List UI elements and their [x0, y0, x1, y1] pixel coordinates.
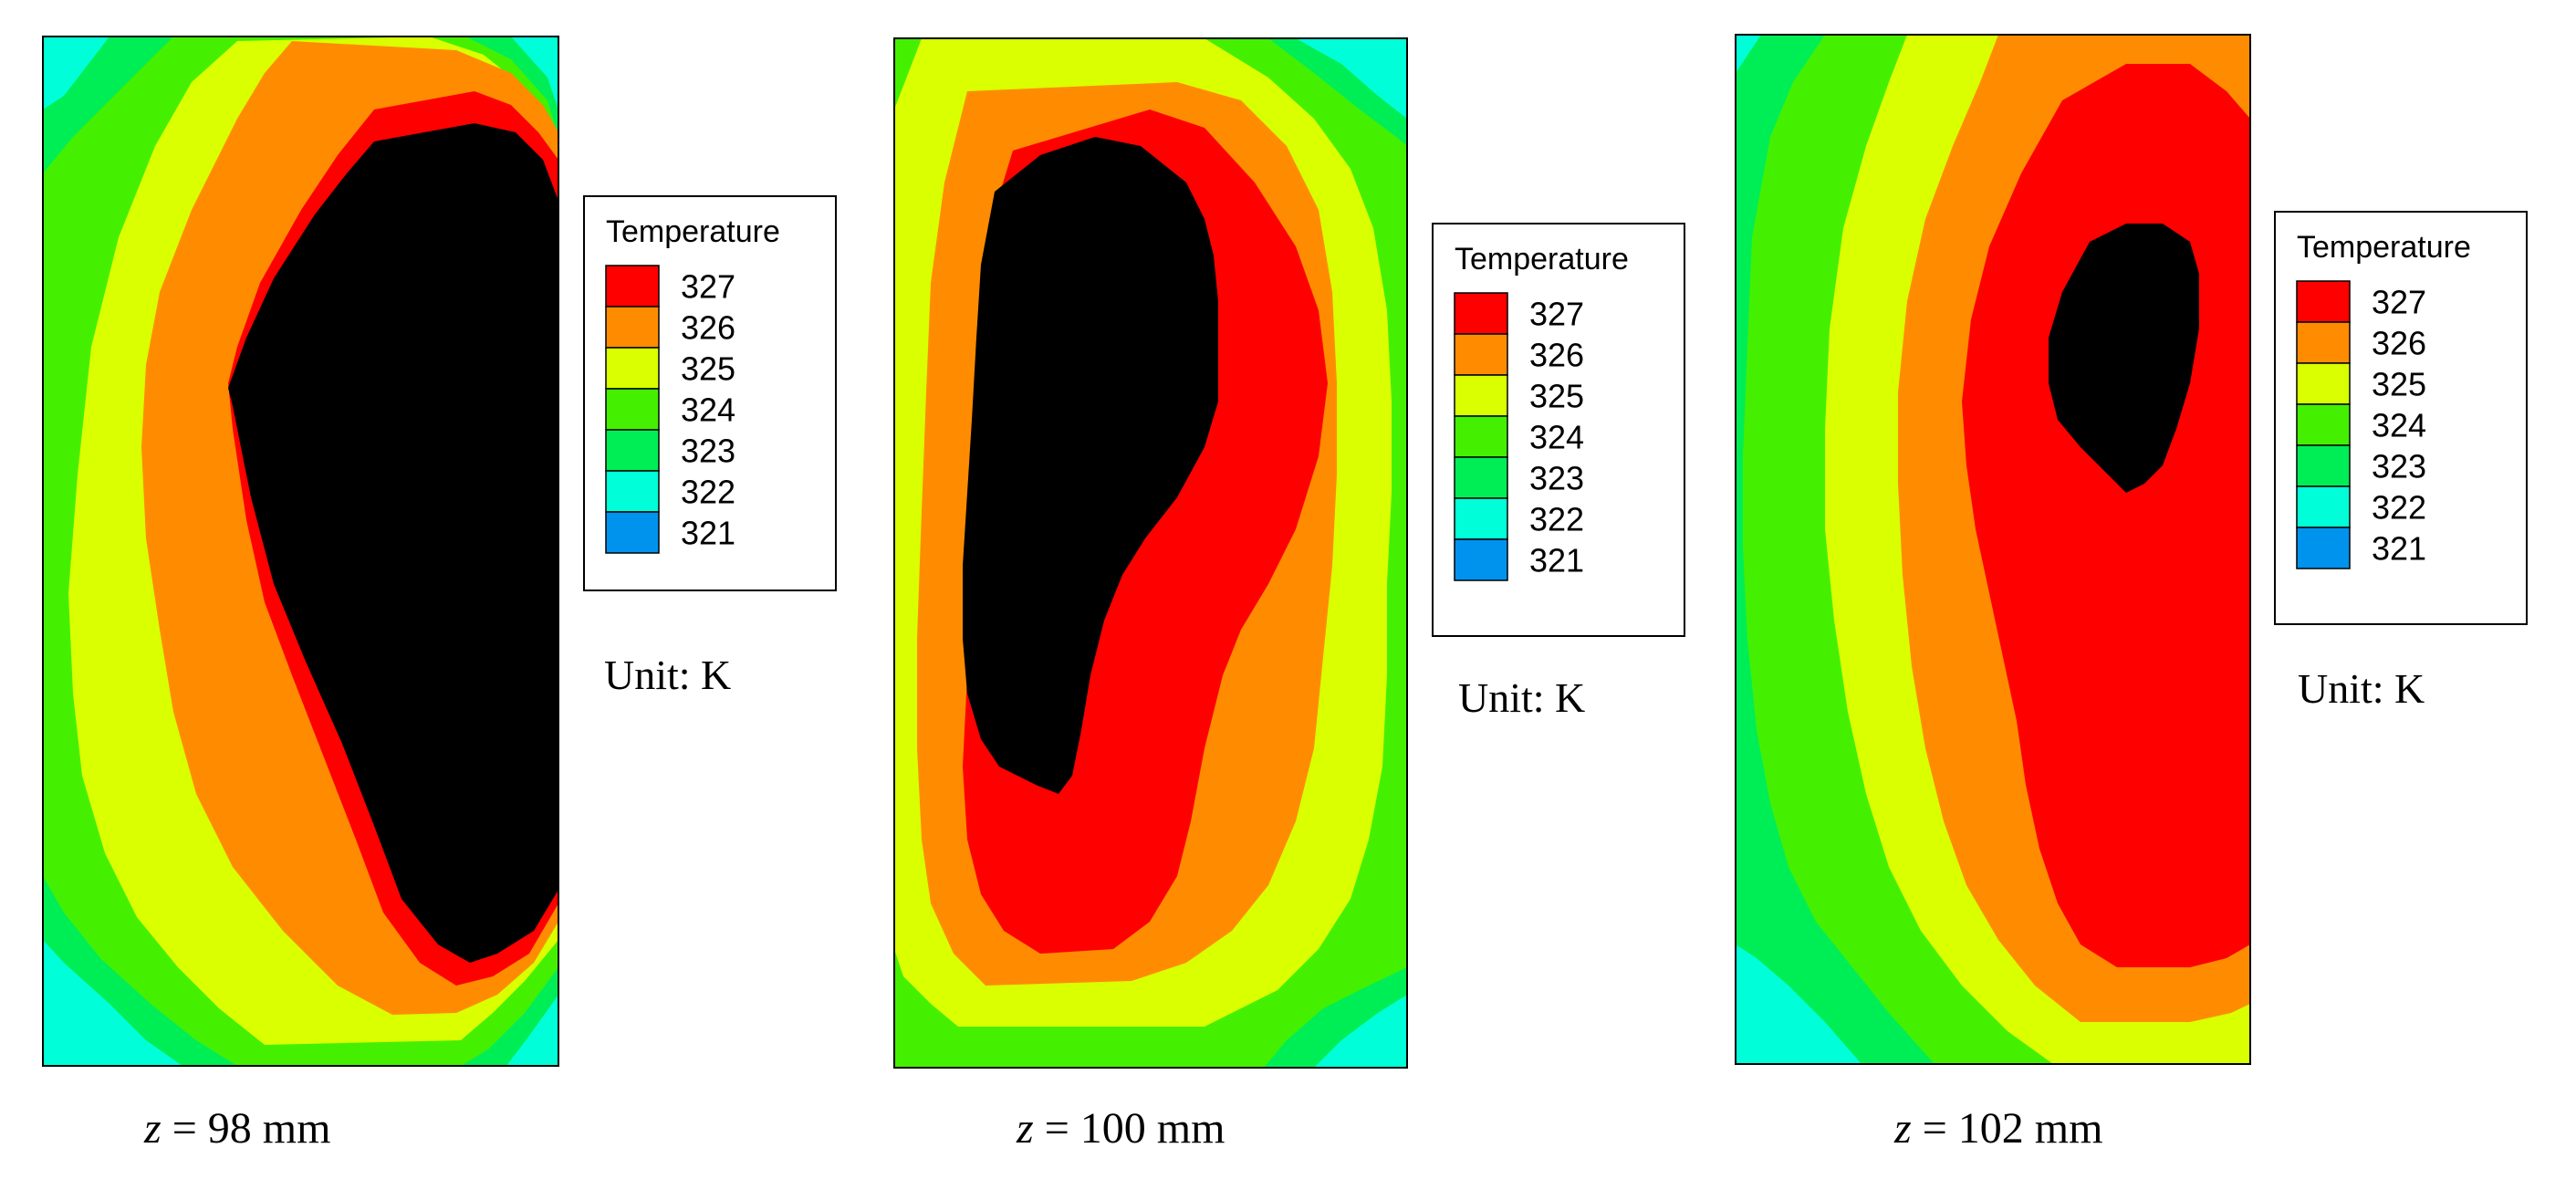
legend-swatch-322 [2296, 485, 2351, 528]
legend-tick-325: 325 [1529, 378, 1584, 415]
legend-swatch-321 [605, 511, 660, 554]
legend-tick-323: 323 [1529, 460, 1584, 497]
legend-tick-323: 323 [681, 433, 735, 470]
legend-swatch-323 [2296, 444, 2351, 487]
caption-value: = 98 mm [162, 1104, 331, 1153]
legend-swatch-325 [605, 347, 660, 390]
legend-z-100: Temperature 327 326 325 324 323 322 321 [1432, 223, 1685, 637]
plot-frame-z-100 [893, 37, 1408, 1069]
contour-plot-z-98 [43, 37, 558, 1066]
caption-variable: z [1016, 1104, 1034, 1153]
legend-swatch-323 [605, 429, 660, 472]
legend-swatch-324 [2296, 403, 2351, 446]
contour-band-328 [228, 123, 558, 963]
panel-z-100: Temperature 327 326 325 324 323 322 321 Unit: … [893, 37, 1685, 1153]
legend-swatch-326 [1454, 333, 1508, 376]
contour-band-328 [963, 137, 1218, 794]
unit-label: Unit: K [1458, 674, 1585, 721]
legend-tick-327: 327 [681, 268, 735, 306]
legend-tick-326: 326 [2372, 325, 2426, 362]
legend-tick-325: 325 [681, 350, 735, 388]
legend-tick-321: 321 [1529, 542, 1584, 579]
legend-swatch-322 [1454, 497, 1508, 540]
legend-swatch-321 [2296, 527, 2351, 569]
plot-frame-z-102 [1735, 34, 2251, 1065]
legend-swatch-327 [2296, 280, 2351, 323]
legend-swatch-324 [1454, 415, 1508, 458]
unit-label: Unit: K [2298, 665, 2425, 712]
legend-swatch-323 [1454, 456, 1508, 499]
legend-title: Temperature [2297, 230, 2471, 265]
legend-swatch-321 [1454, 538, 1508, 581]
legend-tick-322: 322 [1529, 501, 1584, 538]
legend-tick-321: 321 [2372, 530, 2426, 568]
panel-caption: z = 100 mm [1016, 1104, 1225, 1153]
contour-plot-z-100 [894, 38, 1407, 1068]
caption-variable: z [143, 1104, 162, 1153]
legend-swatch-325 [2296, 362, 2351, 405]
legend-tick-324: 324 [681, 391, 735, 429]
caption-value: = 102 mm [1912, 1104, 2103, 1153]
panel-caption: z = 98 mm [143, 1104, 330, 1153]
legend-swatch-322 [605, 470, 660, 513]
legend-tick-325: 325 [2372, 366, 2426, 403]
legend-tick-326: 326 [1529, 337, 1584, 374]
unit-label: Unit: K [604, 652, 731, 698]
legend-tick-321: 321 [681, 515, 735, 552]
legend-title: Temperature [606, 214, 780, 249]
legend-tick-323: 323 [2372, 448, 2426, 485]
legend-tick-324: 324 [1529, 419, 1584, 456]
legend-title: Temperature [1455, 242, 1629, 277]
plot-frame-z-98 [42, 36, 559, 1067]
legend-swatch-326 [2296, 321, 2351, 364]
legend-swatches: 327 326 325 324 323 322 321 [1454, 292, 1584, 581]
legend-swatch-327 [1454, 292, 1508, 335]
caption-variable: z [1893, 1104, 1912, 1153]
legend-swatch-326 [605, 306, 660, 349]
legend-tick-327: 327 [2372, 284, 2426, 321]
panel-caption: z = 102 mm [1893, 1104, 2102, 1153]
legend-tick-326: 326 [681, 309, 735, 347]
contour-plot-z-102 [1736, 35, 2250, 1064]
legend-tick-324: 324 [2372, 407, 2426, 444]
legend-tick-327: 327 [1529, 296, 1584, 333]
contour-band-328 [2049, 224, 2199, 493]
caption-value: = 100 mm [1034, 1104, 1225, 1153]
legend-swatch-325 [1454, 374, 1508, 417]
legend-swatch-327 [605, 265, 660, 308]
legend-tick-322: 322 [2372, 489, 2426, 527]
legend-swatch-324 [605, 388, 660, 431]
legend-tick-322: 322 [681, 474, 735, 511]
